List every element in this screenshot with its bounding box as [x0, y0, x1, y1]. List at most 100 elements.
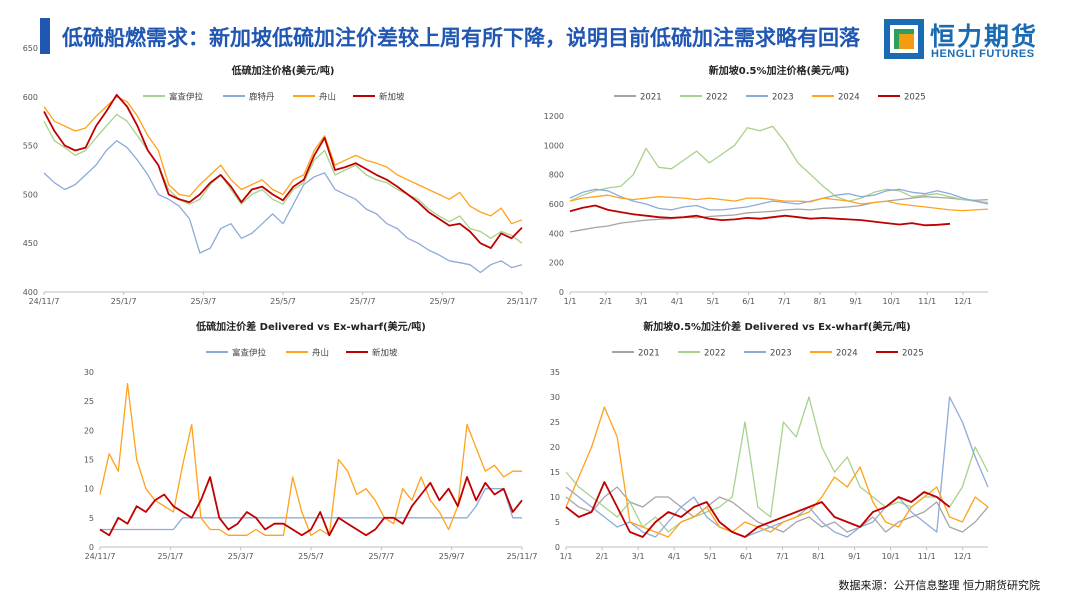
series-line-c3-0 [100, 488, 522, 531]
series-line-c2-0 [569, 196, 989, 233]
x-tick-label-c2: 2/1 [599, 297, 612, 306]
page-title: 低硫船燃需求：新加坡低硫加注价差较上周有所下降，说明目前低硫加注需求略有回落 [62, 26, 860, 50]
series-line-c1-3 [43, 93, 523, 250]
x-tick-label-c4: 10/1 [882, 552, 900, 561]
legend-label-c4-4: 2025 [902, 349, 924, 359]
y-tick-label-c4: 25 [550, 418, 560, 427]
y-tick-label-c3: 0 [89, 543, 94, 552]
legend-label-c3-2: 新加坡 [372, 348, 398, 359]
y-tick-label-c2: 400 [549, 229, 564, 238]
chart-title-c2: 新加坡0.5%加注价格(美元/吨) [709, 64, 850, 77]
x-tick-label-c2: 5/1 [706, 297, 719, 306]
x-tick-label-c1: 25/5/7 [270, 297, 296, 306]
x-tick-label-c4: 7/1 [776, 552, 789, 561]
x-tick-label-c3: 25/5/7 [298, 552, 324, 561]
y-tick-label-c4: 30 [550, 393, 560, 402]
y-tick-label-c4: 5 [555, 518, 560, 527]
x-tick-label-c2: 1/1 [564, 297, 577, 306]
series-line-c2-2 [569, 188, 989, 211]
x-tick-label-c2: 4/1 [671, 297, 684, 306]
y-tick-label-c4: 15 [550, 468, 560, 477]
x-tick-label-c4: 6/1 [740, 552, 753, 561]
title-accent-bar [40, 18, 50, 54]
legend-label-c1-2: 舟山 [319, 92, 336, 103]
logo-name-cn: 恒力期货 [930, 22, 1039, 51]
y-tick-label-c1: 650 [23, 44, 38, 53]
chart-title-c3: 低硫加注价差 Delivered vs Ex-wharf(美元/吨) [195, 320, 426, 333]
legend-label-c1-1: 鹿特丹 [249, 92, 275, 103]
x-tick-label-c4: 9/1 [848, 552, 861, 561]
x-tick-label-c4: 2/1 [596, 552, 609, 561]
series-line-c4-0 [565, 486, 989, 533]
y-tick-label-c1: 600 [23, 93, 38, 102]
y-tick-label-c2: 1000 [544, 141, 564, 150]
x-tick-label-c2: 8/1 [814, 297, 827, 306]
series-line-c2-3 [569, 194, 989, 212]
legend-label-c1-3: 新加坡 [379, 92, 405, 103]
series-line-c2-4 [569, 204, 951, 227]
legend-label-c2-1: 2022 [706, 93, 728, 103]
y-tick-label-c4: 0 [555, 543, 560, 552]
x-tick-label-c1: 25/9/7 [429, 297, 455, 306]
y-tick-label-c4: 20 [550, 443, 560, 452]
y-tick-label-c3: 20 [84, 426, 94, 435]
y-tick-label-c1: 500 [23, 190, 38, 199]
x-tick-label-c3: 25/7/7 [368, 552, 394, 561]
logo-name-en: HENGLI FUTURES [931, 48, 1035, 60]
x-tick-label-c1: 25/3/7 [190, 297, 216, 306]
legend-label-c4-0: 2021 [638, 349, 660, 359]
x-tick-label-c1: 25/1/7 [111, 297, 137, 306]
x-tick-label-c4: 1/1 [560, 552, 573, 561]
chart-title-c4: 新加坡0.5%加注价差 Delivered vs Ex-wharf(美元/吨) [643, 320, 910, 333]
legend-label-c4-2: 2023 [770, 349, 792, 359]
x-tick-label-c2: 7/1 [778, 297, 791, 306]
series-line-c3-2 [99, 476, 523, 537]
y-tick-label-c4: 10 [550, 493, 560, 502]
series-line-c1-1 [43, 140, 523, 274]
series-line-c3-1 [99, 383, 522, 536]
series-line-c4-2 [565, 396, 989, 538]
y-tick-label-c2: 1200 [544, 112, 564, 121]
y-tick-label-c4: 35 [550, 368, 560, 377]
y-tick-label-c3: 15 [84, 456, 94, 465]
x-tick-label-c3: 25/1/7 [157, 552, 183, 561]
y-tick-label-c1: 450 [23, 239, 38, 248]
x-tick-label-c3: 24/11/7 [85, 552, 116, 561]
legend-label-c4-3: 2024 [836, 349, 858, 359]
chart-title-c1: 低硫加注价格(美元/吨) [231, 64, 335, 77]
data-source-note: 数据来源：公开信息整理 恒力期货研究院 [838, 579, 1041, 592]
logo-mark-icon [884, 19, 924, 59]
x-tick-label-c2: 12/1 [954, 297, 972, 306]
legend-label-c3-0: 富查伊拉 [232, 348, 267, 359]
y-tick-label-c2: 600 [549, 200, 564, 209]
x-tick-label-c3: 25/3/7 [228, 552, 254, 561]
x-tick-label-c4: 11/1 [918, 552, 936, 561]
legend-label-c1-0: 富查伊拉 [169, 92, 204, 103]
x-tick-label-c4: 4/1 [668, 552, 681, 561]
legend-label-c2-4: 2025 [904, 93, 926, 103]
company-logo: 恒力期货 HENGLI FUTURES [884, 17, 1064, 65]
x-tick-label-c2: 6/1 [742, 297, 755, 306]
y-tick-label-c3: 25 [84, 397, 94, 406]
series-line-c4-1 [565, 396, 989, 533]
legend-label-c2-3: 2024 [838, 93, 860, 103]
legend-label-c2-0: 2021 [640, 93, 662, 103]
x-tick-label-c3: 25/11/7 [507, 552, 538, 561]
x-tick-label-c1: 25/7/7 [350, 297, 376, 306]
y-tick-label-c1: 400 [23, 288, 38, 297]
legend-label-c2-2: 2023 [772, 93, 794, 103]
x-tick-label-c4: 5/1 [704, 552, 717, 561]
x-tick-label-c2: 10/1 [883, 297, 901, 306]
y-tick-label-c2: 800 [549, 171, 564, 180]
y-tick-label-c3: 30 [84, 368, 94, 377]
x-tick-label-c2: 3/1 [635, 297, 648, 306]
series-line-c2-1 [569, 125, 989, 204]
x-tick-label-c4: 8/1 [812, 552, 825, 561]
y-tick-label-c3: 10 [84, 485, 94, 494]
x-tick-label-c4: 3/1 [632, 552, 645, 561]
series-line-c4-3 [565, 406, 989, 538]
